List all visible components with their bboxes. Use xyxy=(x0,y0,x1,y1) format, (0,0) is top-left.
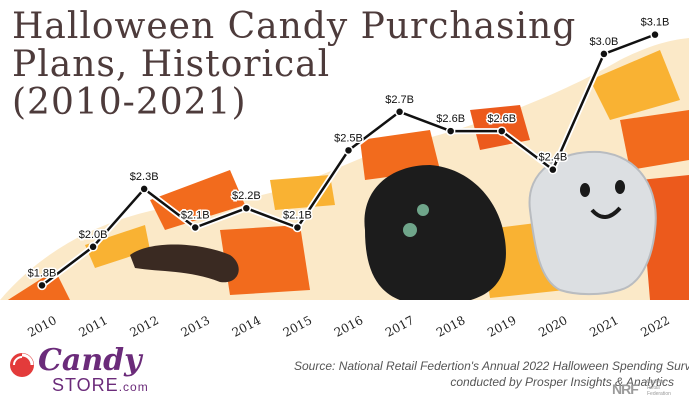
data-label: $2.7B xyxy=(385,94,414,106)
data-label: $2.2B xyxy=(232,190,261,202)
ghost-eye-shape xyxy=(615,180,625,194)
lollipop-icon xyxy=(10,353,34,377)
source-line: conducted by Prosper Insights & Analytic… xyxy=(450,375,674,389)
data-label: $2.1B xyxy=(181,210,210,222)
series-line-group: $1.8B $2.0B $2.3B $2.1B $2.2B $2.1B $2.5B $2.7B… xyxy=(26,15,671,291)
data-label: $2.6B xyxy=(487,113,516,125)
candy-corn-shape xyxy=(620,110,689,170)
nrf-caption-line: Federation xyxy=(647,391,671,397)
data-point xyxy=(292,222,303,233)
candy-corn-shape xyxy=(270,175,335,210)
cat-eye-shape xyxy=(417,204,429,216)
title-line: Plans, Historical xyxy=(12,44,331,85)
data-label: $3.1B xyxy=(641,17,670,29)
gummy-worm-shape xyxy=(130,244,239,283)
ghost-shape xyxy=(528,150,657,296)
data-point xyxy=(343,145,354,156)
chocolate-cat-shape xyxy=(364,165,506,305)
data-point xyxy=(139,184,149,194)
chart-title: Halloween Candy Purchasing Plans, Histor… xyxy=(12,6,577,123)
data-point xyxy=(445,126,456,136)
candy-corn-shape xyxy=(220,225,310,295)
logo-sub-text: STORE xyxy=(52,375,119,395)
data-label: $2.1B xyxy=(283,210,312,222)
data-point xyxy=(241,203,252,213)
logo-sub: STORE.com xyxy=(52,375,149,396)
logo-sub-suffix: .com xyxy=(118,380,149,394)
data-label: $2.0B xyxy=(79,229,108,241)
data-point xyxy=(394,107,405,117)
nrf-logo-caption: National Retail Federation xyxy=(647,379,687,397)
data-label: $2.3B xyxy=(130,171,159,183)
ghost-mouth-shape xyxy=(590,206,622,219)
candystore-logo: Candy STORE.com xyxy=(8,345,148,395)
candy-corn-shape xyxy=(590,50,680,120)
ghost-eye-shape xyxy=(580,183,590,197)
cat-eye-shape xyxy=(403,223,417,237)
candy-background xyxy=(0,38,689,400)
data-point xyxy=(37,280,47,291)
data-label: $3.0B xyxy=(590,36,619,48)
source-line: Source: National Retail Federtion's Annu… xyxy=(294,359,689,373)
data-label: $2.4B xyxy=(538,152,567,164)
source-note: Source: National Retail Federtion's Annu… xyxy=(294,358,689,390)
data-point xyxy=(497,126,507,136)
nrf-logo: NRF xyxy=(612,381,639,397)
data-point xyxy=(548,164,558,175)
title-line: Halloween Candy Purchasing xyxy=(12,6,577,47)
data-point xyxy=(88,242,98,252)
candy-corn-shape xyxy=(85,225,150,268)
data-point xyxy=(650,29,660,40)
nrf-caption-line: National xyxy=(647,379,666,385)
logo-word: Candy xyxy=(38,343,142,378)
data-label: $2.6B xyxy=(436,113,465,125)
nrf-caption-line: Retail xyxy=(647,385,660,391)
title-line: (2010-2021) xyxy=(12,82,247,123)
data-label: $1.8B xyxy=(28,267,57,279)
data-point xyxy=(190,222,200,233)
bottom-panel xyxy=(0,300,689,400)
data-label: $2.5B xyxy=(334,132,363,144)
data-point xyxy=(599,49,609,59)
